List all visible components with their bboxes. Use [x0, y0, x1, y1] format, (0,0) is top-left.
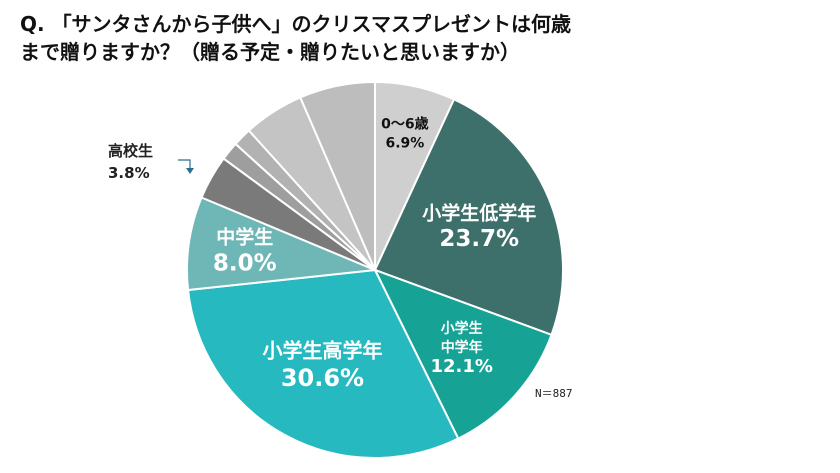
slice-value-label: 8.0% [213, 250, 277, 276]
sample-size-note: N＝887 [535, 387, 573, 400]
pie-slice-9 [299, 80, 376, 271]
external-label-high-school: 高校生 3.8% [108, 140, 153, 184]
slice-value-label: 23.7% [439, 226, 519, 252]
title-line-2: まで贈りますか？（贈る予定・贈りたいと思いますか） [20, 40, 520, 64]
slice-value-label: 30.6% [281, 364, 364, 392]
pie-slice-小学生中学年 [372, 268, 553, 440]
slice-category-label: 0～6歳 [381, 116, 428, 133]
external-label-value: 3.8% [108, 164, 150, 182]
pie-slice-小学生高学年 [186, 268, 460, 459]
slice-category-label: 小学生高学年 [262, 339, 382, 363]
slice-category-label: 小学生低学年 [422, 202, 536, 225]
external-label-name: 高校生 [108, 142, 154, 160]
slice-category-label: 小学生 [441, 320, 483, 337]
slice-category-label: 中学年 [441, 339, 483, 356]
slice-value-label: 6.9% [386, 136, 425, 152]
leader-arrow-icon [186, 168, 194, 174]
slice-value-label: 12.1% [430, 356, 492, 377]
leader-line [178, 159, 191, 171]
pie-slice-中学生 [186, 196, 376, 292]
title-line-1: Q. 「サンタさんから子供へ」のクリスマスプレゼントは何歳 [20, 12, 571, 36]
slice-category-label: 中学生 [216, 226, 273, 249]
chart-title: Q. 「サンタさんから子供へ」のクリスマスプレゼントは何歳 まで贈りますか？（贈… [20, 10, 820, 66]
pie-slice-小学生低学年 [373, 98, 564, 337]
